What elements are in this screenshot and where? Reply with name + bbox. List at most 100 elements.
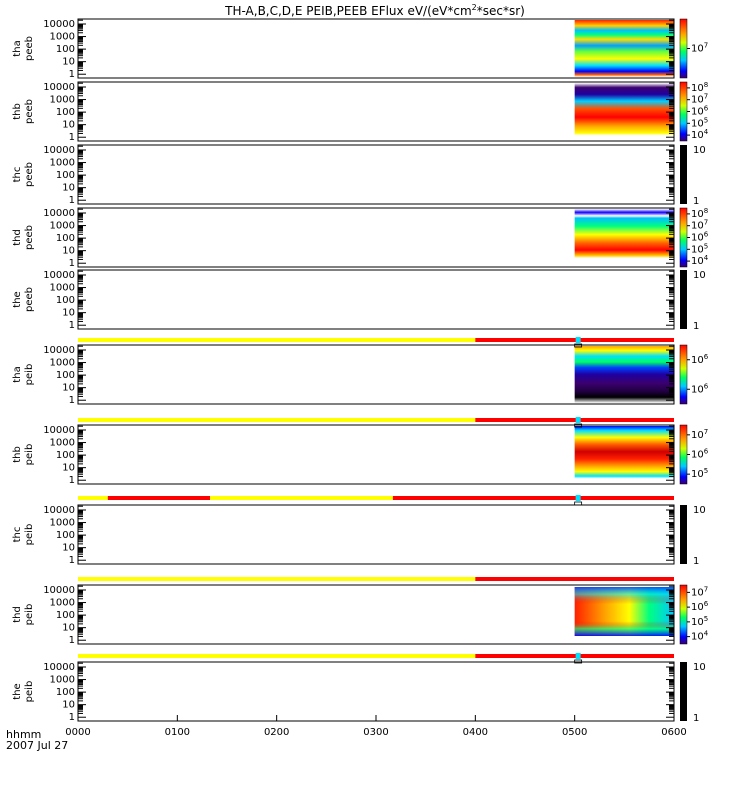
spectrogram-data <box>574 83 674 140</box>
colorbar-max-label: 10 <box>693 662 706 673</box>
colorbar-min-label: 1 <box>693 196 699 207</box>
colorbar <box>679 424 688 485</box>
y-tick-label: 1000 <box>50 438 75 449</box>
page-title: TH-A,B,C,D,E PEIB,PEEB EFlux eV/(eV*cm2*… <box>225 3 525 18</box>
panel-probe-label: tha <box>12 366 23 382</box>
mode-bar-segment <box>78 654 476 658</box>
mode-bar-marker-box <box>574 659 583 664</box>
spectrogram-data <box>574 426 674 483</box>
colorbar-max-label: 10 <box>693 145 706 156</box>
y-tick-label: 10000 <box>43 145 75 156</box>
colorbar-tick-label: 107 <box>691 428 708 441</box>
mode-bar-marker <box>575 337 581 343</box>
mode-bar-marker <box>575 417 581 423</box>
mode-bar-segment <box>78 577 476 581</box>
y-tick-label: 1 <box>69 132 75 143</box>
panel-probe-label: thd <box>12 606 23 623</box>
y-tick-label: 10000 <box>43 19 75 30</box>
x-tick-label: 0000 <box>65 727 90 738</box>
y-tick-label: 1000 <box>50 675 75 686</box>
y-tick-label: 10000 <box>43 345 75 356</box>
mode-bar-segment <box>107 496 211 500</box>
y-tick-label: 1000 <box>50 158 75 169</box>
panel-quantity-label: peib <box>24 604 35 626</box>
colorbar-empty <box>680 270 687 329</box>
colorbar <box>679 584 688 645</box>
panel-probe-label: thb <box>12 446 23 463</box>
y-tick-label: 100 <box>56 44 75 55</box>
colorbar <box>679 81 688 142</box>
panel-frame <box>77 18 675 79</box>
y-tick-label: 100 <box>56 610 75 621</box>
y-tick-label: 100 <box>56 170 75 181</box>
colorbar <box>679 18 688 79</box>
colorbar-tick-label: 105 <box>691 467 708 480</box>
y-tick-label: 10 <box>62 308 75 319</box>
y-tick-label: 1 <box>69 475 75 486</box>
panel-quantity-label: peeb <box>24 287 35 312</box>
spectrogram-data <box>574 20 674 77</box>
y-tick-label: 10 <box>62 700 75 711</box>
y-tick-label: 10 <box>62 246 75 257</box>
y-tick-label: 1 <box>69 712 75 723</box>
colorbar-min-label: 1 <box>693 556 699 567</box>
x-tick-label: 0300 <box>363 727 388 738</box>
y-tick-label: 100 <box>56 107 75 118</box>
colorbar-tick-label: 106 <box>691 600 709 613</box>
mode-bar-segment <box>78 338 476 342</box>
mode-bar-segment <box>392 496 674 500</box>
colorbar <box>679 344 688 405</box>
spectrogram-data <box>574 346 674 403</box>
panel-quantity-label: peeb <box>24 99 35 124</box>
y-tick-label: 1 <box>69 395 75 406</box>
panel-quantity-label: peeb <box>24 162 35 187</box>
y-tick-label: 10000 <box>43 208 75 219</box>
panel-frame <box>77 584 675 645</box>
colorbar-empty <box>680 662 687 721</box>
mode-bar-segment <box>475 418 674 422</box>
y-tick-label: 10 <box>62 183 75 194</box>
y-tick-label: 1000 <box>50 95 75 106</box>
x-tick-label: 0400 <box>463 727 488 738</box>
y-tick-label: 1 <box>69 555 75 566</box>
y-tick-label: 1000 <box>50 283 75 294</box>
y-tick-label: 1000 <box>50 598 75 609</box>
y-tick-label: 1 <box>69 320 75 331</box>
y-tick-label: 10000 <box>43 662 75 673</box>
y-tick-label: 10000 <box>43 505 75 516</box>
y-tick-label: 1000 <box>50 358 75 369</box>
panel-frame <box>77 144 675 205</box>
mode-bar-segment <box>475 577 674 581</box>
panel-probe-label: thа <box>12 40 23 56</box>
mode-bar-segment <box>475 654 674 658</box>
panel-frame <box>77 207 675 268</box>
mode-bar-marker-box <box>574 501 583 506</box>
colorbar-empty <box>680 145 687 204</box>
panel-quantity-label: peeb <box>24 36 35 61</box>
y-tick-label: 10000 <box>43 82 75 93</box>
panel-probe-label: thc <box>12 527 23 543</box>
time-axis-label: hhmm <box>6 728 42 741</box>
panel-probe-label: the <box>12 683 23 699</box>
date-label: 2007 Jul 27 <box>6 739 69 752</box>
mode-bar-segment <box>210 496 393 500</box>
y-tick-label: 1000 <box>50 518 75 529</box>
colorbar-tick-label: 104 <box>691 128 709 141</box>
colorbar-tick-label: 104 <box>691 630 709 643</box>
colorbar-tick-label: 107 <box>691 585 708 598</box>
y-tick-label: 10000 <box>43 270 75 281</box>
x-tick-label: 0200 <box>264 727 289 738</box>
colorbar-max-label: 10 <box>693 505 706 516</box>
y-tick-label: 10 <box>62 383 75 394</box>
spectrogram-data-overlay <box>574 587 674 636</box>
colorbar <box>679 207 688 268</box>
panel-probe-label: thd <box>12 229 23 246</box>
mode-bar-marker-box <box>574 343 583 348</box>
x-tick-label: 0600 <box>661 727 686 738</box>
colorbar-empty <box>680 505 687 564</box>
panel-frame <box>77 504 675 565</box>
y-tick-label: 100 <box>56 530 75 541</box>
y-tick-label: 10 <box>62 120 75 131</box>
colorbar-tick-label: 104 <box>691 254 709 267</box>
